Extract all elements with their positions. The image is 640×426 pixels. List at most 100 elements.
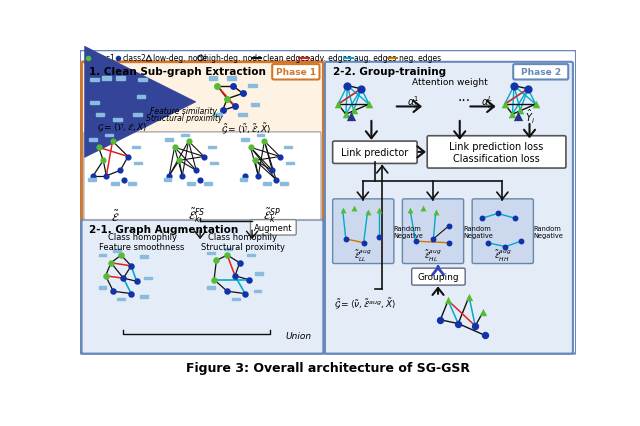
Text: Phase 1: Phase 1 bbox=[276, 68, 316, 77]
Bar bbox=[250, 104, 259, 106]
Bar bbox=[140, 256, 148, 258]
Point bbox=[177, 173, 188, 180]
Text: $\tilde{\mathcal{E}}_{HH}^{aug}$: $\tilde{\mathcal{E}}_{HH}^{aug}$ bbox=[494, 248, 511, 263]
Text: adv. edges: adv. edges bbox=[310, 54, 351, 63]
Point bbox=[523, 86, 533, 93]
Bar bbox=[113, 250, 121, 252]
Point bbox=[515, 108, 525, 115]
FancyBboxPatch shape bbox=[325, 63, 573, 354]
Point bbox=[222, 252, 232, 259]
Bar bbox=[88, 179, 95, 181]
Point bbox=[93, 92, 103, 99]
Point bbox=[444, 240, 454, 247]
Point bbox=[500, 244, 511, 250]
Text: class2: class2 bbox=[122, 54, 146, 63]
Point bbox=[410, 238, 420, 245]
Point bbox=[230, 104, 240, 111]
Text: low-deg. node: low-deg. node bbox=[153, 54, 207, 63]
Point bbox=[333, 101, 343, 108]
FancyBboxPatch shape bbox=[84, 132, 321, 220]
FancyBboxPatch shape bbox=[333, 199, 394, 264]
Text: ...: ... bbox=[457, 90, 470, 104]
Bar bbox=[210, 162, 218, 164]
Point bbox=[444, 223, 454, 230]
Point bbox=[184, 138, 194, 145]
Bar bbox=[208, 147, 216, 149]
Bar bbox=[248, 85, 257, 88]
Point bbox=[144, 55, 154, 62]
FancyBboxPatch shape bbox=[81, 220, 323, 354]
Point bbox=[358, 240, 369, 247]
Point bbox=[443, 297, 453, 304]
Point bbox=[195, 55, 205, 62]
Bar bbox=[255, 273, 263, 275]
Point bbox=[83, 55, 93, 62]
Bar bbox=[90, 79, 99, 82]
Point bbox=[509, 215, 520, 222]
Point bbox=[125, 94, 136, 101]
FancyBboxPatch shape bbox=[428, 136, 566, 169]
Point bbox=[470, 323, 481, 330]
Point bbox=[244, 276, 254, 283]
Point bbox=[230, 273, 240, 279]
Point bbox=[435, 317, 445, 323]
Point bbox=[108, 138, 118, 145]
Point bbox=[513, 114, 523, 121]
Point bbox=[374, 233, 384, 240]
Point bbox=[104, 112, 114, 118]
Point bbox=[493, 210, 503, 217]
Text: aug. edges: aug. edges bbox=[355, 54, 397, 63]
Bar bbox=[132, 147, 140, 149]
Text: Class homophily
Structural proximity: Class homophily Structural proximity bbox=[201, 232, 285, 251]
Point bbox=[234, 260, 244, 267]
Bar bbox=[284, 147, 292, 149]
Text: Feature similarity: Feature similarity bbox=[150, 106, 218, 115]
FancyBboxPatch shape bbox=[272, 65, 319, 81]
Text: $\alpha_{ij}^L$: $\alpha_{ij}^L$ bbox=[481, 95, 493, 112]
Bar bbox=[239, 179, 248, 181]
Point bbox=[374, 207, 384, 214]
Point bbox=[516, 238, 526, 245]
Point bbox=[88, 173, 99, 180]
Bar bbox=[165, 139, 173, 141]
Text: Attention weight: Attention weight bbox=[412, 78, 488, 86]
Point bbox=[115, 167, 125, 174]
Point bbox=[478, 309, 488, 316]
Point bbox=[240, 173, 250, 180]
Point bbox=[212, 83, 222, 90]
Bar bbox=[232, 298, 239, 300]
Point bbox=[428, 236, 438, 243]
Point bbox=[477, 215, 487, 222]
Point bbox=[126, 263, 136, 270]
Point bbox=[346, 114, 356, 121]
Text: $\tilde{\mathcal{E}}_{HL}^{aug}$: $\tilde{\mathcal{E}}_{HL}^{aug}$ bbox=[424, 248, 442, 263]
Text: $\tilde{\mathcal{E}}$: $\tilde{\mathcal{E}}$ bbox=[111, 208, 120, 223]
Bar bbox=[90, 102, 99, 105]
Point bbox=[356, 86, 367, 93]
Bar bbox=[138, 79, 147, 82]
Point bbox=[218, 108, 228, 115]
Text: $\mathcal{G} = \langle\mathcal{V}, \mathcal{E}, X\rangle$: $\mathcal{G} = \langle\mathcal{V}, \math… bbox=[97, 122, 148, 134]
Point bbox=[245, 144, 255, 151]
Bar bbox=[207, 252, 215, 254]
Bar bbox=[213, 113, 222, 116]
Text: $\hat{Y}_i$: $\hat{Y}_i$ bbox=[525, 107, 534, 125]
Bar bbox=[105, 135, 113, 137]
Point bbox=[222, 96, 232, 103]
FancyBboxPatch shape bbox=[80, 51, 576, 354]
Point bbox=[418, 205, 428, 212]
Point bbox=[479, 332, 490, 339]
Point bbox=[123, 154, 133, 161]
Point bbox=[275, 154, 285, 161]
Point bbox=[483, 240, 493, 247]
Bar bbox=[180, 135, 189, 137]
Point bbox=[362, 209, 372, 216]
Point bbox=[195, 177, 205, 184]
Point bbox=[508, 112, 518, 118]
Point bbox=[98, 158, 108, 164]
Bar bbox=[204, 183, 212, 185]
Point bbox=[209, 276, 219, 283]
Text: Random
Negative: Random Negative bbox=[394, 225, 424, 238]
Bar bbox=[145, 277, 152, 279]
Text: Phase 2: Phase 2 bbox=[521, 68, 561, 77]
